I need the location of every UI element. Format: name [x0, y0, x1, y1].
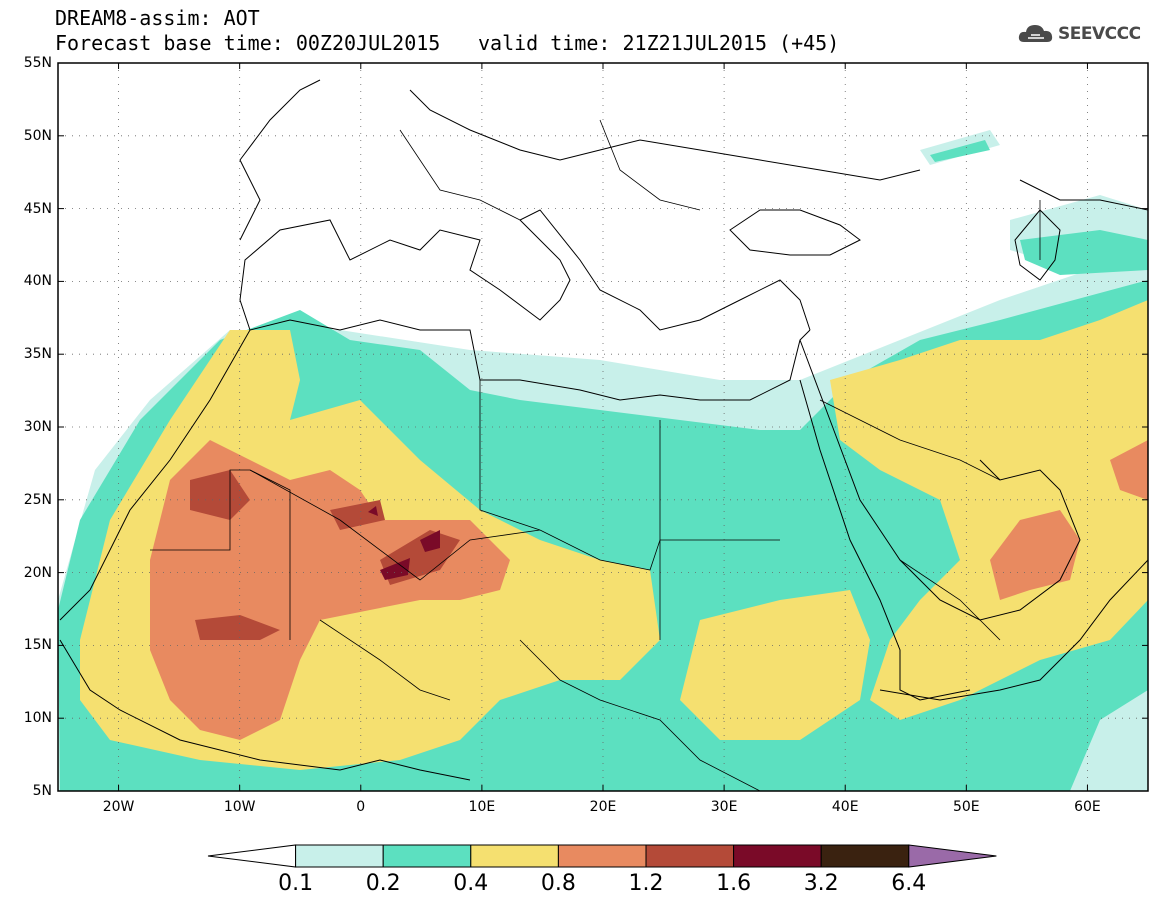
lat-label: 30N: [23, 419, 52, 435]
colorbar-label: 1.2: [628, 871, 664, 896]
colorbar-label: 1.6: [716, 871, 752, 896]
lon-label: 60E: [1074, 799, 1101, 815]
aot-field: [58, 130, 1148, 791]
colorbar: [207, 844, 997, 868]
lon-label: 10W: [223, 799, 256, 815]
colorbar-swatch: [470, 844, 559, 868]
colorbar-label: 3.2: [803, 871, 839, 896]
lat-label: 50N: [23, 127, 52, 144]
lat-label: 40N: [23, 273, 52, 290]
colorbar-label: 0.2: [365, 871, 401, 896]
colorbar-swatch: [557, 844, 647, 868]
aot-region-1.2: [190, 470, 460, 640]
aot-region-0.8-arabia: [990, 510, 1080, 600]
lat-label: 35N: [23, 346, 52, 363]
lon-label: 20W: [102, 799, 135, 815]
aot-region-0.2-arctic: [930, 140, 990, 162]
lon-label: 30E: [710, 799, 738, 815]
colorbar-swatch: [382, 844, 472, 868]
lon-label: 0: [356, 799, 366, 815]
lat-label: 45N: [23, 200, 52, 217]
lat-label: 15N: [23, 637, 52, 654]
valid-time: valid time: 21Z21JUL2015 (+45): [478, 31, 840, 55]
lat-label: 10N: [23, 710, 52, 727]
cloud-icon: [1018, 25, 1053, 42]
colorbar-swatch: [295, 844, 384, 868]
axis-ticks: [58, 62, 1148, 792]
seevccc-logo: SEEVCCC: [1018, 22, 1141, 46]
base-time: Forecast base time: 00Z20JUL2015: [55, 31, 441, 55]
colorbar-label: 0.4: [453, 871, 489, 896]
lat-label: 5N: [32, 783, 52, 799]
colorbar-swatch: [645, 844, 735, 868]
aot-region-0.4-arabia: [830, 300, 1148, 720]
colorbar-swatch: [733, 844, 822, 868]
colorbar-label: 0.8: [540, 871, 576, 896]
aot-region-1.6: [368, 506, 440, 580]
lat-label: 25N: [23, 491, 52, 508]
lon-label: 40E: [831, 799, 859, 815]
lat-label: 20N: [23, 564, 52, 581]
colorbar-swatch: [820, 844, 910, 868]
coastlines: [59, 79, 1148, 781]
grid: [58, 63, 1148, 791]
logo-text: SEEVCCC: [1058, 24, 1141, 44]
chart-title: DREAM8-assim: AOT: [55, 6, 260, 30]
aot-region-0.8-east: [1110, 440, 1148, 500]
colorbar-label: 0.1: [278, 871, 314, 896]
lon-label: 10E: [468, 799, 496, 815]
country-borders: [150, 119, 1041, 791]
lon-label: 20E: [589, 799, 617, 815]
lon-label: 50E: [952, 799, 980, 815]
lat-label: 55N: [23, 55, 52, 71]
colorbar-upper-extend: [908, 844, 997, 868]
colorbar-lower-extend: [207, 844, 297, 868]
colorbar-label: 6.4: [891, 871, 927, 896]
aot-region-0.4-central: [680, 590, 870, 740]
